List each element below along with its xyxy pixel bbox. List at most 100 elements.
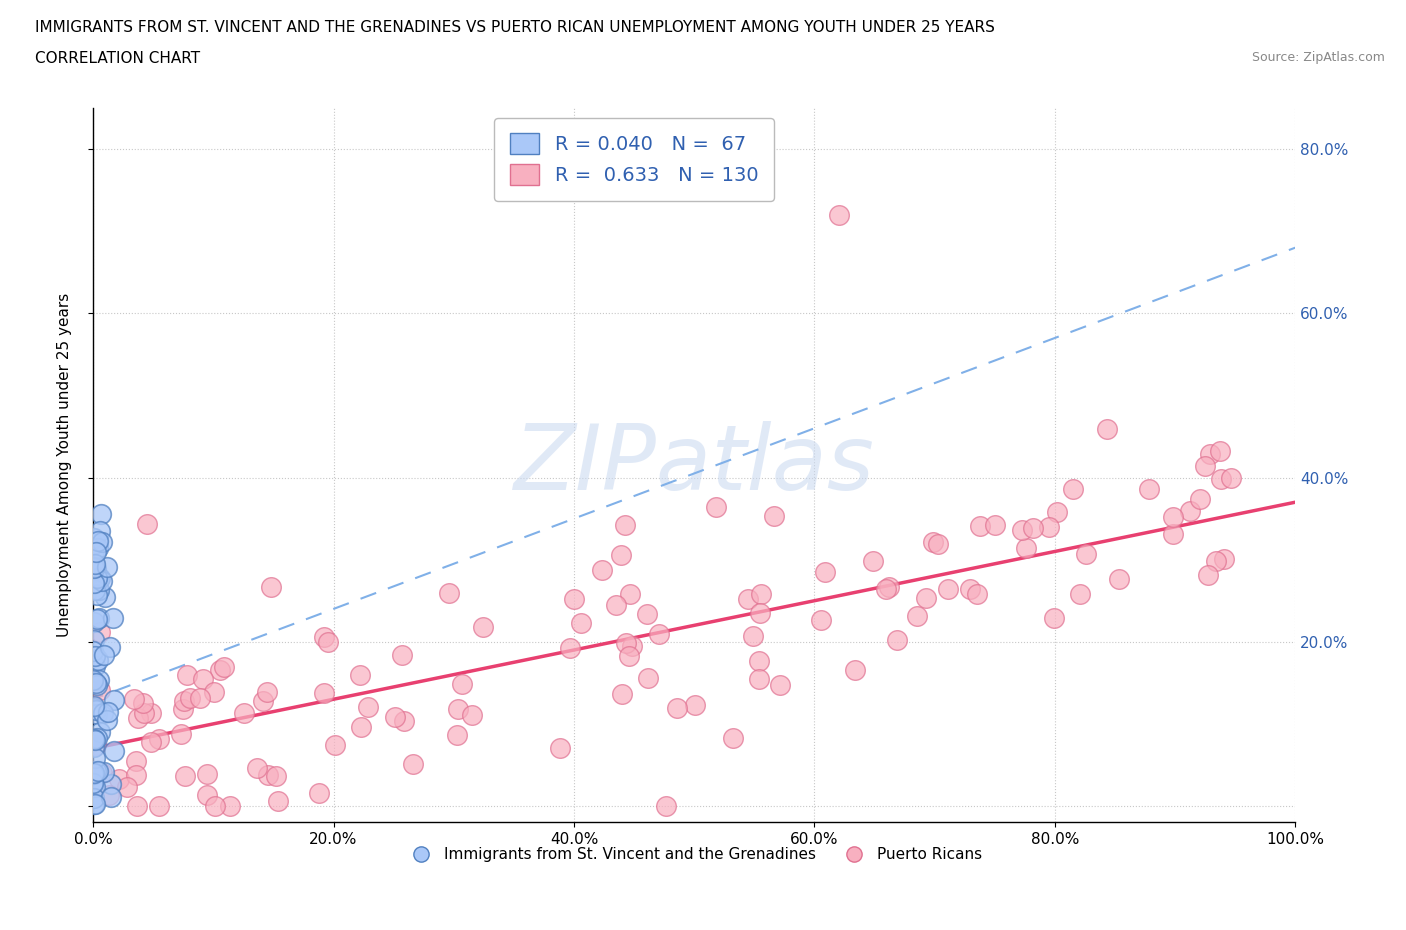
Point bbox=[148, 799, 170, 814]
Point bbox=[1021, 521, 1043, 536]
Point bbox=[91, 765, 114, 780]
Point bbox=[1198, 568, 1220, 583]
Point bbox=[98, 639, 121, 654]
Point bbox=[125, 754, 148, 769]
Point bbox=[810, 613, 832, 628]
Point bbox=[83, 797, 105, 812]
Point bbox=[84, 779, 107, 794]
Point bbox=[89, 724, 111, 739]
Point bbox=[100, 777, 122, 791]
Point bbox=[1194, 458, 1216, 473]
Point bbox=[748, 605, 770, 620]
Point bbox=[927, 537, 949, 551]
Point bbox=[214, 659, 236, 674]
Point bbox=[83, 543, 105, 558]
Point bbox=[749, 587, 772, 602]
Point bbox=[204, 799, 226, 814]
Point bbox=[1108, 571, 1130, 586]
Point bbox=[308, 785, 330, 800]
Point bbox=[87, 583, 110, 598]
Point bbox=[82, 777, 104, 791]
Point bbox=[84, 562, 107, 577]
Point bbox=[89, 571, 111, 586]
Point bbox=[637, 671, 659, 685]
Point bbox=[260, 579, 283, 594]
Point bbox=[439, 585, 461, 600]
Text: Source: ZipAtlas.com: Source: ZipAtlas.com bbox=[1251, 51, 1385, 64]
Point bbox=[256, 684, 278, 699]
Point bbox=[983, 517, 1005, 532]
Point bbox=[685, 698, 707, 712]
Point bbox=[103, 610, 125, 625]
Point bbox=[762, 509, 785, 524]
Point bbox=[172, 701, 194, 716]
Point bbox=[83, 740, 105, 755]
Point bbox=[619, 587, 641, 602]
Point bbox=[82, 557, 104, 572]
Point bbox=[636, 606, 658, 621]
Point bbox=[97, 705, 120, 720]
Legend: Immigrants from St. Vincent and the Grenadines, Puerto Ricans: Immigrants from St. Vincent and the Gren… bbox=[399, 841, 988, 869]
Point bbox=[82, 644, 104, 659]
Point bbox=[1178, 504, 1201, 519]
Point bbox=[176, 668, 198, 683]
Point bbox=[83, 615, 105, 630]
Point bbox=[1161, 510, 1184, 525]
Point bbox=[1211, 472, 1233, 486]
Point bbox=[267, 794, 290, 809]
Point bbox=[471, 619, 494, 634]
Point bbox=[312, 630, 335, 644]
Point bbox=[83, 530, 105, 545]
Point bbox=[875, 581, 897, 596]
Point bbox=[959, 581, 981, 596]
Point bbox=[915, 591, 938, 605]
Point bbox=[905, 609, 928, 624]
Point bbox=[84, 583, 107, 598]
Point bbox=[612, 686, 634, 701]
Point bbox=[86, 571, 108, 586]
Point bbox=[134, 706, 156, 721]
Point bbox=[91, 574, 114, 589]
Point bbox=[83, 791, 105, 806]
Point bbox=[264, 768, 287, 783]
Point bbox=[391, 648, 413, 663]
Point bbox=[1046, 505, 1069, 520]
Point bbox=[83, 576, 105, 591]
Point bbox=[1163, 526, 1185, 541]
Point bbox=[132, 696, 155, 711]
Point bbox=[323, 737, 346, 752]
Point bbox=[170, 726, 193, 741]
Point bbox=[94, 590, 117, 604]
Point bbox=[84, 659, 107, 674]
Point bbox=[96, 713, 118, 728]
Point bbox=[569, 616, 592, 631]
Point bbox=[737, 591, 759, 606]
Point bbox=[621, 638, 644, 653]
Point bbox=[655, 799, 678, 814]
Point bbox=[349, 668, 371, 683]
Point bbox=[560, 640, 582, 655]
Point bbox=[969, 519, 991, 534]
Point bbox=[87, 764, 110, 778]
Point bbox=[219, 799, 242, 814]
Point bbox=[936, 581, 959, 596]
Text: ZIPatlas: ZIPatlas bbox=[513, 421, 875, 510]
Point bbox=[191, 672, 214, 687]
Point bbox=[814, 565, 837, 579]
Point bbox=[100, 790, 122, 804]
Point bbox=[704, 499, 727, 514]
Point bbox=[125, 767, 148, 782]
Point bbox=[93, 647, 115, 662]
Point bbox=[174, 768, 197, 783]
Point bbox=[86, 588, 108, 603]
Point bbox=[721, 730, 744, 745]
Point bbox=[83, 731, 105, 746]
Point bbox=[1043, 610, 1066, 625]
Point bbox=[1074, 547, 1097, 562]
Point bbox=[139, 735, 162, 750]
Point bbox=[208, 663, 231, 678]
Point bbox=[103, 693, 125, 708]
Point bbox=[605, 598, 627, 613]
Point bbox=[87, 541, 110, 556]
Point bbox=[84, 675, 107, 690]
